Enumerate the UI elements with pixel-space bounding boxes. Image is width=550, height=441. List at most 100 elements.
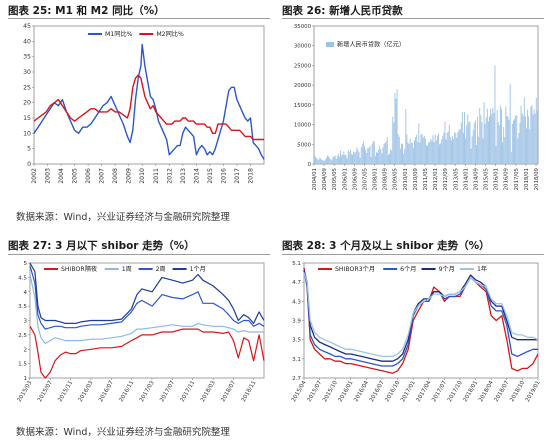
x-tick-label: 2015/05	[484, 168, 490, 190]
loan-bar	[329, 158, 331, 164]
x-tick-label: 2016/11	[119, 380, 136, 404]
loan-bar	[418, 123, 420, 164]
loan-bar	[323, 160, 325, 164]
y-tick-label: 45	[23, 23, 31, 30]
x-tick-label: 2009/05	[393, 168, 399, 190]
x-tick-label: 2011	[153, 168, 160, 184]
y-tick-label: 20	[23, 100, 31, 107]
x-tick-label: 2017/04	[416, 380, 433, 404]
loan-bar	[365, 149, 367, 164]
legend-swatch	[326, 42, 334, 47]
loan-bar	[428, 142, 430, 164]
x-tick-label: 2018	[247, 168, 254, 184]
x-tick-label: 2016/09	[504, 167, 510, 190]
x-tick-label: 2018/07	[220, 380, 237, 404]
x-tick-label: 2017/01	[400, 380, 417, 404]
x-tick-label: 2016	[220, 168, 227, 184]
loan-bar	[476, 145, 477, 164]
loan-bar	[426, 145, 427, 164]
loan-bar	[316, 158, 318, 164]
y-tick-label: 10000	[294, 123, 312, 129]
plot-frame	[29, 262, 265, 379]
loan-bar	[397, 134, 399, 164]
loan-bar	[372, 141, 374, 164]
legend-label: M1同比%	[105, 30, 133, 38]
loan-bar	[474, 120, 476, 164]
loan-bar	[454, 132, 456, 164]
loan-bar	[455, 133, 457, 164]
y-tick-label: 5.1	[292, 261, 301, 267]
loan-bar	[465, 138, 467, 164]
legend-label: 2周	[156, 266, 166, 273]
loan-bar	[417, 141, 419, 164]
y-tick-label: 5000	[297, 142, 311, 148]
loan-bar	[355, 152, 357, 164]
legend-label: 1个月	[190, 266, 206, 273]
caption-shibor-long: 图表 28: 3 个月及以上 shibor 走势（%）	[282, 240, 490, 252]
y-tick-label: 25	[23, 84, 31, 91]
loan-bar	[510, 152, 512, 164]
loan-bar	[405, 108, 407, 164]
loan-bar	[458, 129, 460, 164]
legend-label: M2同比%	[156, 30, 184, 38]
loan-bar	[487, 121, 489, 164]
loan-bar	[435, 140, 437, 164]
series-line-2	[303, 270, 538, 367]
loan-bar	[394, 93, 396, 164]
loan-bar	[517, 138, 519, 164]
x-tick-label: 2016/01	[494, 168, 500, 190]
loan-bar	[462, 132, 464, 164]
loan-bar	[399, 148, 401, 164]
loan-bar	[444, 121, 446, 164]
x-tick-label: 2004/01	[312, 168, 318, 190]
loan-bar	[494, 65, 496, 164]
loan-bar	[345, 154, 347, 164]
loan-bar	[335, 158, 337, 164]
loan-bar	[479, 108, 481, 164]
loan-bar	[400, 143, 402, 164]
loan-bar	[414, 140, 415, 164]
loan-bar	[342, 154, 344, 164]
series-line-1	[33, 43, 265, 160]
x-tick-label: 2015/10	[322, 380, 339, 404]
loan-bar	[383, 143, 385, 164]
legend-label: 新增人民币贷款（亿元）	[337, 41, 405, 49]
loan-bar	[492, 108, 494, 164]
x-tick-label: 2010	[139, 168, 146, 184]
loan-bar	[468, 122, 470, 164]
loan-bar	[317, 159, 319, 164]
x-tick-label: 2007	[99, 168, 106, 184]
loan-bar	[430, 138, 432, 164]
loan-bar	[378, 149, 380, 164]
loan-bar	[330, 159, 332, 164]
loan-bar	[507, 116, 509, 164]
loan-bar	[377, 152, 378, 164]
loan-bar	[415, 137, 417, 164]
x-tick-label: 2017/07	[159, 380, 176, 404]
y-tick-label: 15	[23, 115, 31, 122]
loan-bar	[333, 156, 335, 164]
y-tick-label: 35	[23, 54, 31, 61]
loan-bar	[521, 113, 523, 164]
loan-bar	[480, 115, 482, 164]
loan-bar	[477, 116, 479, 164]
y-tick-label: 10	[23, 130, 31, 137]
loan-bar	[382, 147, 384, 164]
loan-bar	[518, 132, 520, 164]
loan-bar	[395, 98, 397, 164]
loan-bar	[472, 130, 474, 164]
x-tick-label: 2018/07	[494, 380, 511, 404]
loan-bar	[473, 122, 475, 164]
loan-bar	[396, 89, 398, 164]
loan-bar	[390, 149, 392, 164]
y-tick-label: 3.9	[292, 319, 301, 325]
x-tick-label: 2012/01	[433, 168, 439, 190]
x-tick-label: 2008/01	[373, 168, 379, 190]
loan-bar	[431, 140, 433, 164]
loan-bar	[379, 145, 381, 164]
loan-bar	[332, 157, 334, 164]
loan-bar	[384, 143, 386, 164]
legend-label: 1周	[122, 266, 132, 273]
caption-new-loans: 图表 26: 新增人民币贷款	[282, 5, 403, 17]
x-tick-label: 2015/07	[307, 380, 324, 404]
